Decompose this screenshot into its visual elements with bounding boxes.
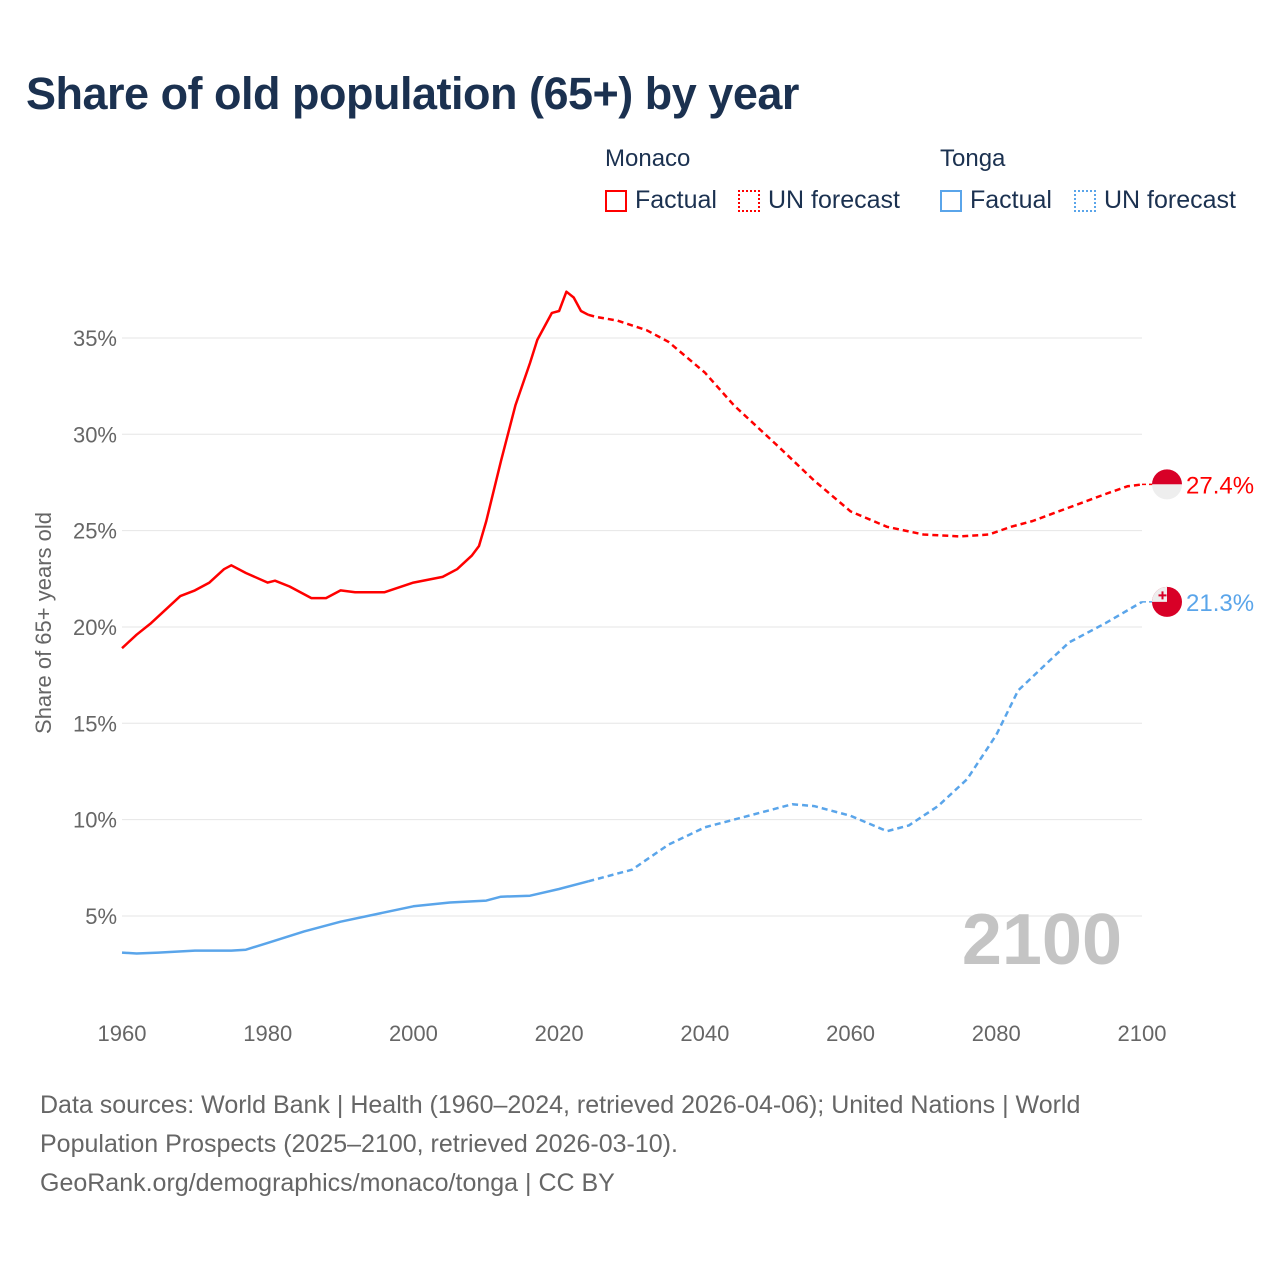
series-line-tonga-un-forecast <box>587 600 1143 883</box>
series-line-monaco-factual <box>121 290 589 650</box>
x-tick-label: 1960 <box>98 1021 147 1046</box>
legend-tonga-factual[interactable]: Factual <box>940 186 1052 215</box>
y-tick-label: 30% <box>73 422 117 447</box>
y-tick-label: 15% <box>73 711 117 736</box>
end-value-label: 27.4% <box>1186 472 1254 499</box>
series-line-tonga-factual <box>121 880 589 955</box>
tonga-flag-icon <box>1152 586 1182 617</box>
year-watermark: 2100 <box>962 900 1122 980</box>
y-tick-label: 5% <box>85 904 117 929</box>
footer-sources-1: Data sources: World Bank | Health (1960–… <box>40 1091 1081 1119</box>
y-tick-label: 20% <box>73 615 117 640</box>
legend-monaco-forecast[interactable]: UN forecast <box>738 186 900 215</box>
monaco-flag-icon <box>1152 469 1182 500</box>
y-axis-label: Share of 65+ years old <box>31 512 56 734</box>
dotted-swatch-icon <box>1074 189 1096 212</box>
x-tick-label: 2060 <box>826 1021 875 1046</box>
dotted-swatch-icon <box>738 189 760 212</box>
legend-monaco-factual[interactable]: Factual <box>605 186 717 215</box>
x-tick-label: 2000 <box>389 1021 438 1046</box>
legend-tonga-forecast[interactable]: UN forecast <box>1074 186 1236 215</box>
x-tick-label: 2080 <box>972 1021 1021 1046</box>
legend-tonga-label: Tonga <box>940 145 1006 172</box>
solid-swatch-icon <box>940 189 962 212</box>
x-tick-label: 1980 <box>243 1021 292 1046</box>
legend-label: UN forecast <box>1104 186 1236 214</box>
legend-label: Factual <box>970 186 1052 214</box>
chart-title: Share of old population (65+) by year <box>26 68 799 119</box>
y-tick-label: 35% <box>73 326 117 351</box>
y-tick-label: 25% <box>73 519 117 544</box>
legend-monaco-label: Monaco <box>605 145 691 172</box>
legend-label: Factual <box>635 186 717 214</box>
footer-attribution[interactable]: GeoRank.org/demographics/monaco/tonga | … <box>40 1169 615 1197</box>
x-tick-label: 2100 <box>1118 1021 1167 1046</box>
x-tick-label: 2020 <box>535 1021 584 1046</box>
solid-swatch-icon <box>605 189 627 212</box>
series-line-monaco-un-forecast <box>587 313 1143 538</box>
end-value-label: 21.3% <box>1186 590 1254 617</box>
footer: Data sources: World Bank | Health (1960–… <box>40 1086 1240 1203</box>
x-tick-label: 2040 <box>680 1021 729 1046</box>
legend-label: UN forecast <box>768 186 900 214</box>
footer-sources-2: Population Prospects (2025–2100, retriev… <box>40 1130 678 1158</box>
y-tick-label: 10% <box>73 808 117 833</box>
